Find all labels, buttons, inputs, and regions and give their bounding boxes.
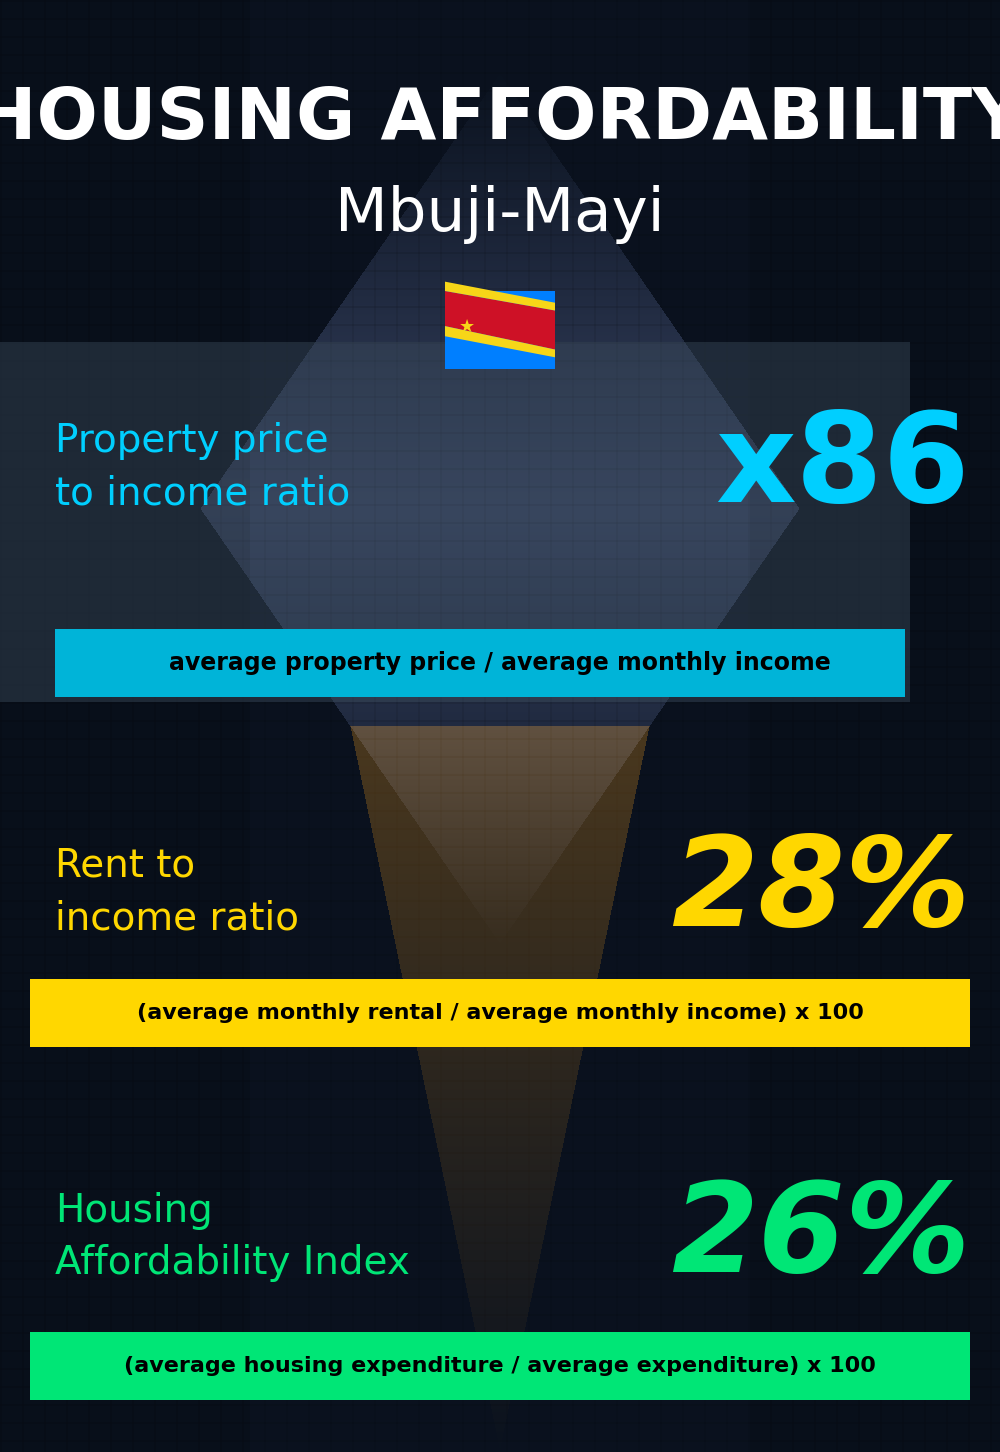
Text: (average monthly rental / average monthly income) x 100: (average monthly rental / average monthl… [137,1003,863,1024]
Polygon shape [445,327,555,357]
Polygon shape [445,290,555,350]
FancyBboxPatch shape [0,343,910,701]
Text: Mbuji-Mayi: Mbuji-Mayi [335,184,665,244]
Polygon shape [445,282,555,311]
Text: 26%: 26% [671,1176,970,1298]
Text: Housing
Affordability Index: Housing Affordability Index [55,1192,410,1282]
Text: Rent to
income ratio: Rent to income ratio [55,847,299,938]
FancyBboxPatch shape [445,290,555,369]
Text: average property price / average monthly income: average property price / average monthly… [169,650,831,675]
FancyBboxPatch shape [30,979,970,1047]
FancyBboxPatch shape [30,1331,970,1400]
Text: Property price
to income ratio: Property price to income ratio [55,421,350,513]
Text: 28%: 28% [671,832,970,953]
Text: ★: ★ [459,318,475,335]
FancyBboxPatch shape [55,629,905,697]
Text: (average housing expenditure / average expenditure) x 100: (average housing expenditure / average e… [124,1356,876,1376]
Text: x86: x86 [715,407,970,527]
Text: HOUSING AFFORDABILITY: HOUSING AFFORDABILITY [0,86,1000,154]
